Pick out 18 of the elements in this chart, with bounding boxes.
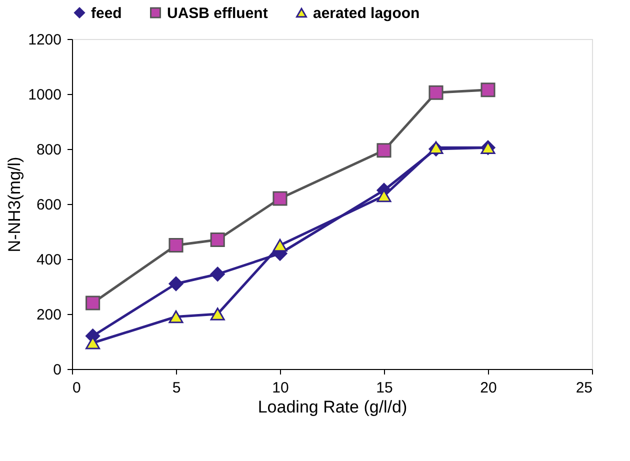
- x-tick-label: 0: [72, 380, 81, 396]
- y-axis-title: N-NH3(mg/l): [5, 156, 24, 252]
- y-tick-label: 1000: [28, 86, 62, 104]
- y-tick-label: 800: [36, 142, 62, 158]
- y-tick-label: 0: [53, 362, 62, 378]
- y-tick-label: 1200: [28, 32, 62, 48]
- y-tick-label: 200: [36, 306, 62, 324]
- legend-label: aerated lagoon: [313, 4, 420, 22]
- y-tick-label: 600: [36, 196, 62, 214]
- x-tick-label: 15: [376, 380, 393, 396]
- x-tick-label: 10: [272, 380, 289, 396]
- legend-label: feed: [91, 4, 122, 22]
- x-axis-title: Loading Rate (g/l/d): [258, 398, 408, 416]
- x-tick-label: 5: [172, 380, 181, 396]
- legend-label: UASB effluent: [167, 4, 268, 22]
- x-tick-label: 20: [480, 380, 497, 396]
- y-tick-label: 400: [36, 252, 62, 268]
- x-tick-label: 25: [576, 380, 592, 396]
